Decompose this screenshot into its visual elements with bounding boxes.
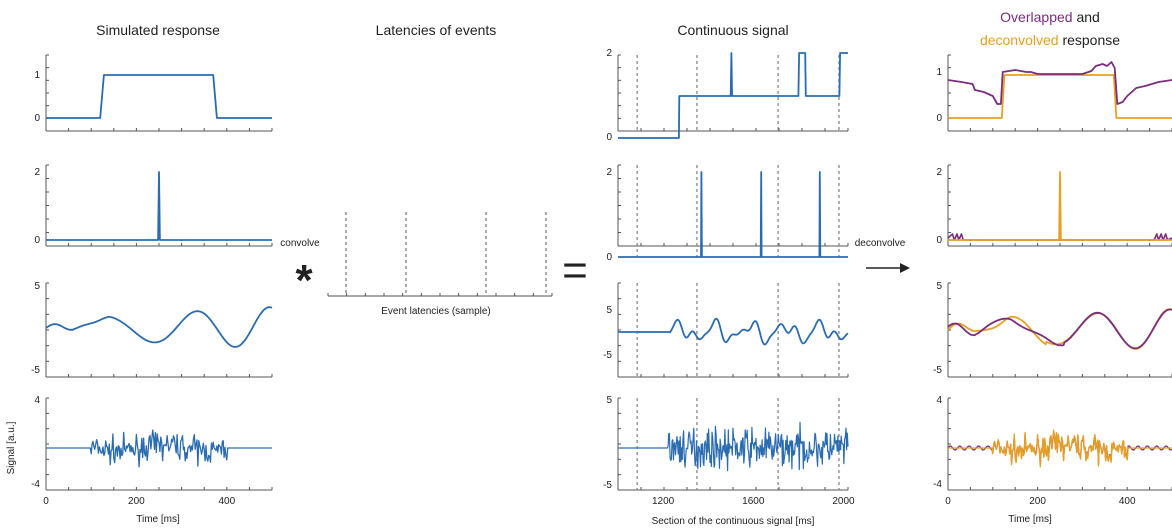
- sim-smooth-line: [45, 306, 273, 348]
- continuous-signal-column: 2 0 2 0 5 -5 5 -5 1200 1600 2000: [603, 48, 855, 507]
- cont-p4-y-tick-label: -5: [603, 480, 612, 491]
- sim-p4-y-tick-label: 4: [34, 395, 40, 406]
- equals-symbol: =: [562, 246, 588, 295]
- sim-p1-y-tick-label: 0: [34, 113, 40, 124]
- sim-boxcar-line: [46, 74, 272, 119]
- sim-p4-x-tick-label: 200: [128, 496, 145, 507]
- sim-p3-y-tick-label: 5: [34, 281, 40, 292]
- cont-boxcar-line: [618, 52, 848, 139]
- title-overlapped: Overlapped: [1000, 9, 1072, 25]
- dec-p1-y-tick-label: 1: [936, 67, 942, 78]
- dec-p4-y-tick-label: 4: [936, 395, 942, 406]
- simulated-title: Simulated response: [96, 22, 220, 38]
- cont-p1-y-tick-label: 0: [606, 132, 612, 143]
- cont-noise-line: [618, 421, 849, 472]
- cont-p3-y-tick-label: -5: [603, 350, 612, 361]
- sim-noise-line: [46, 429, 272, 468]
- cont-p2-y-tick-label: 0: [606, 252, 612, 263]
- dec-stick-deconvolved: [948, 171, 1172, 241]
- sim-p3-y-tick-label: -5: [31, 365, 40, 376]
- sim-p2-y-tick-label: 0: [34, 235, 40, 246]
- cont-stick-line: [618, 171, 848, 258]
- dec-boxcar-deconvolved: [948, 74, 1172, 119]
- dec-p2-y-tick-label: 2: [936, 167, 942, 178]
- dec-p3-y-tick-label: 5: [936, 281, 942, 292]
- dec-noise-deconvolved: [948, 429, 1172, 468]
- cont-p4-x-tick-label: 1200: [652, 496, 675, 507]
- simulated-ylabel: Signal [a.u.]: [6, 421, 17, 474]
- convolve-symbol: *: [295, 256, 313, 305]
- sim-p4-y-tick-label: -4: [31, 479, 40, 490]
- dec-p4-x-tick-label: 400: [1119, 496, 1136, 507]
- deconvolve-label: deconvolve: [855, 238, 906, 249]
- dec-p3-y-tick-label: -5: [933, 365, 942, 376]
- deconvolved-xlabel: Time [ms]: [1008, 514, 1052, 525]
- deconvolved-title-line1: Overlapped and: [1000, 9, 1100, 25]
- latencies-xlabel: Event latencies (sample): [381, 306, 491, 317]
- continuous-xlabel: Section of the continuous signal [ms]: [652, 516, 815, 527]
- latencies-column: [327, 212, 553, 297]
- sim-p4-x-tick-label: 0: [43, 496, 49, 507]
- simulated-xlabel: Time [ms]: [136, 514, 180, 525]
- title-response: response: [1059, 32, 1121, 48]
- title-and: and: [1073, 9, 1100, 25]
- continuous-title: Continuous signal: [677, 22, 788, 38]
- dec-p2-y-tick-label: 0: [936, 235, 942, 246]
- title-deconvolved: deconvolved: [980, 32, 1059, 48]
- cont-p4-y-tick-label: 5: [606, 395, 612, 406]
- sim-p2-y-tick-label: 2: [34, 167, 40, 178]
- convolve-label: convolve: [280, 238, 320, 249]
- arrow-icon: [866, 263, 910, 273]
- dec-p4-x-tick-label: 0: [945, 496, 951, 507]
- sim-p1-y-tick-label: 1: [34, 70, 40, 81]
- latencies-title: Latencies of events: [376, 22, 497, 38]
- dec-p1-y-tick-label: 0: [936, 113, 942, 124]
- dec-p4-y-tick-label: -4: [933, 479, 942, 490]
- sim-p4-x-tick-label: 400: [218, 496, 235, 507]
- cont-p2-y-tick-label: 2: [606, 167, 612, 178]
- deconvolved-title-line2: deconvolved response: [980, 32, 1120, 48]
- cont-p4-x-tick-label: 1600: [742, 496, 765, 507]
- cont-p4-x-tick-label: 2000: [832, 496, 855, 507]
- dec-boxcar-overlapped: [947, 61, 1172, 105]
- cont-smooth-line: [617, 317, 849, 346]
- dec-smooth-deconvolved: [947, 308, 1172, 350]
- dec-smooth-overlapped: [947, 308, 1172, 350]
- cont-p3-y-tick-label: 5: [606, 305, 612, 316]
- dec-p4-x-tick-label: 200: [1029, 496, 1046, 507]
- cont-p1-y-tick-label: 2: [606, 48, 612, 59]
- sim-stick-line: [46, 171, 272, 241]
